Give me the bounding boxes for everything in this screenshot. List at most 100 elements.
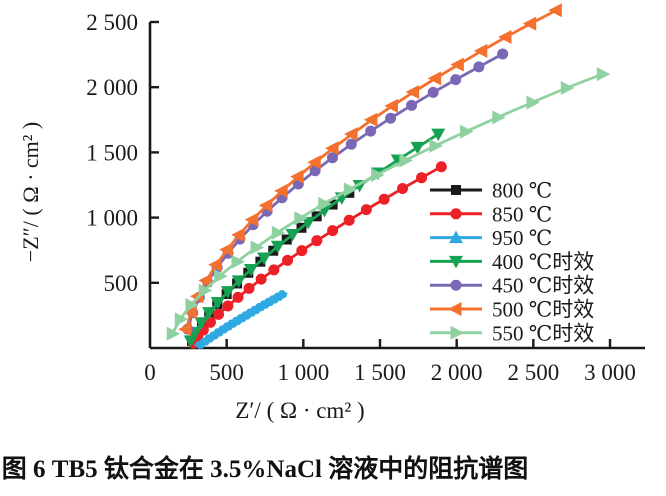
triangle-down-marker [449,255,463,269]
triangle-left-marker [307,155,321,170]
triangle-right-marker [460,124,474,139]
circle-marker [255,273,267,285]
triangle-down-marker [220,286,235,299]
y-tick-label: 1 500 [86,140,138,165]
circle-marker [365,125,377,137]
circle-marker [243,282,255,294]
impedance-nyquist-chart: 0 500 1 000 1 500 2 000 2 500 3 000 500 1 000 1 5… [18,3,645,423]
triangle-left-marker [178,322,192,337]
triangle-left-marker [498,29,512,44]
triangle-left-marker [258,198,273,213]
triangle-down-marker [431,128,446,142]
legend-item: 550 ℃时效 [430,321,594,345]
circle-marker [213,308,225,320]
circle-marker [385,112,397,124]
legend-label: 850 ℃ [492,202,552,226]
triangle-left-marker [363,112,378,127]
circle-marker [497,48,509,60]
x-tick-label: 2 500 [507,360,559,385]
circle-marker [427,86,439,98]
triangle-left-marker [219,242,233,257]
circle-marker [222,300,234,312]
triangle-left-marker [274,183,288,198]
triangle-down-marker [231,275,246,288]
triangle-right-marker [214,269,228,284]
x-tick-label: 2 000 [431,360,483,385]
triangle-right-marker [429,138,443,153]
circle-marker [397,183,409,195]
circle-marker [268,264,280,276]
triangle-right-marker [185,297,199,312]
figure-caption: 图 6 TB5 钛合金在 3.5%NaCl 溶液中的阻抗谱图 [1,456,529,483]
legend-item: 400 ℃时效 [430,250,594,274]
triangle-right-marker [343,182,358,197]
circle-marker [345,138,357,150]
triangle-right-marker [371,167,385,182]
triangle-left-marker [448,302,462,316]
triangle-left-marker [548,3,562,18]
y-tick-label: 2 000 [86,75,138,100]
circle-marker [309,165,321,177]
triangle-right-marker [166,326,181,341]
triangle-right-marker [526,95,540,110]
triangle-down-marker [285,229,300,242]
legend-item: 800 ℃ [430,179,552,203]
square-marker [451,185,461,195]
legend-item: 950 ℃ [430,226,552,250]
triangle-right-marker [198,283,213,298]
circle-marker [406,99,418,111]
triangle-right-marker [294,211,308,226]
triangle-right-marker [399,153,413,168]
triangle-left-marker [450,57,464,72]
series-line [194,290,288,350]
y-axis-ticks: 500 1 000 1 500 2 000 2 500 [86,10,159,296]
triangle-down-marker [410,141,425,155]
triangle-down-marker [183,335,198,348]
triangle-left-marker [290,169,304,184]
axes [148,22,645,350]
triangle-left-marker [344,127,358,142]
triangle-down-marker [202,307,217,320]
triangle-left-marker [325,141,339,156]
circle-marker [343,214,355,226]
circle-marker [416,172,428,184]
circle-marker [311,235,323,247]
triangle-right-marker [596,67,611,82]
x-tick-label: 1 000 [277,360,329,385]
circle-marker [232,291,244,303]
x-axis-ticks: 0 500 1 000 1 500 2 000 2 500 3 000 [144,339,636,385]
legend-item: 850 ℃ [430,202,552,226]
triangle-left-marker [183,305,197,320]
legend-label: 550 ℃时效 [492,321,594,345]
legend-label: 950 ℃ [492,226,552,250]
triangle-right-marker [560,80,575,95]
triangle-left-marker [427,71,442,86]
series-550-℃时效 [166,67,611,341]
circle-marker [327,225,339,237]
y-tick-label: 2 500 [86,10,138,35]
x-tick-label: 0 [144,360,156,385]
legend-label: 500 ℃时效 [492,298,594,322]
circle-marker [296,245,308,257]
y-tick-label: 1 000 [86,206,138,231]
triangle-right-marker [492,110,506,125]
legend-label: 800 ℃ [492,179,552,203]
triangle-right-marker [318,196,332,211]
triangle-right-marker [174,312,189,327]
triangle-left-marker [208,257,222,272]
triangle-up-marker [449,230,463,244]
circle-marker [204,316,216,328]
x-tick-label: 1 500 [354,360,406,385]
circle-marker [360,204,372,216]
x-axis-label: Z′/ ( Ω · cm² ) [235,398,364,423]
triangle-down-marker [270,240,285,254]
circle-marker [473,61,485,73]
triangle-right-marker [271,225,286,240]
triangle-left-marker [244,212,259,227]
circle-marker [282,254,294,266]
triangle-right-marker [250,240,265,255]
triangle-left-marker [198,273,212,288]
triangle-down-marker [257,252,272,266]
triangle-left-marker [522,16,537,31]
triangle-left-marker [473,43,488,58]
